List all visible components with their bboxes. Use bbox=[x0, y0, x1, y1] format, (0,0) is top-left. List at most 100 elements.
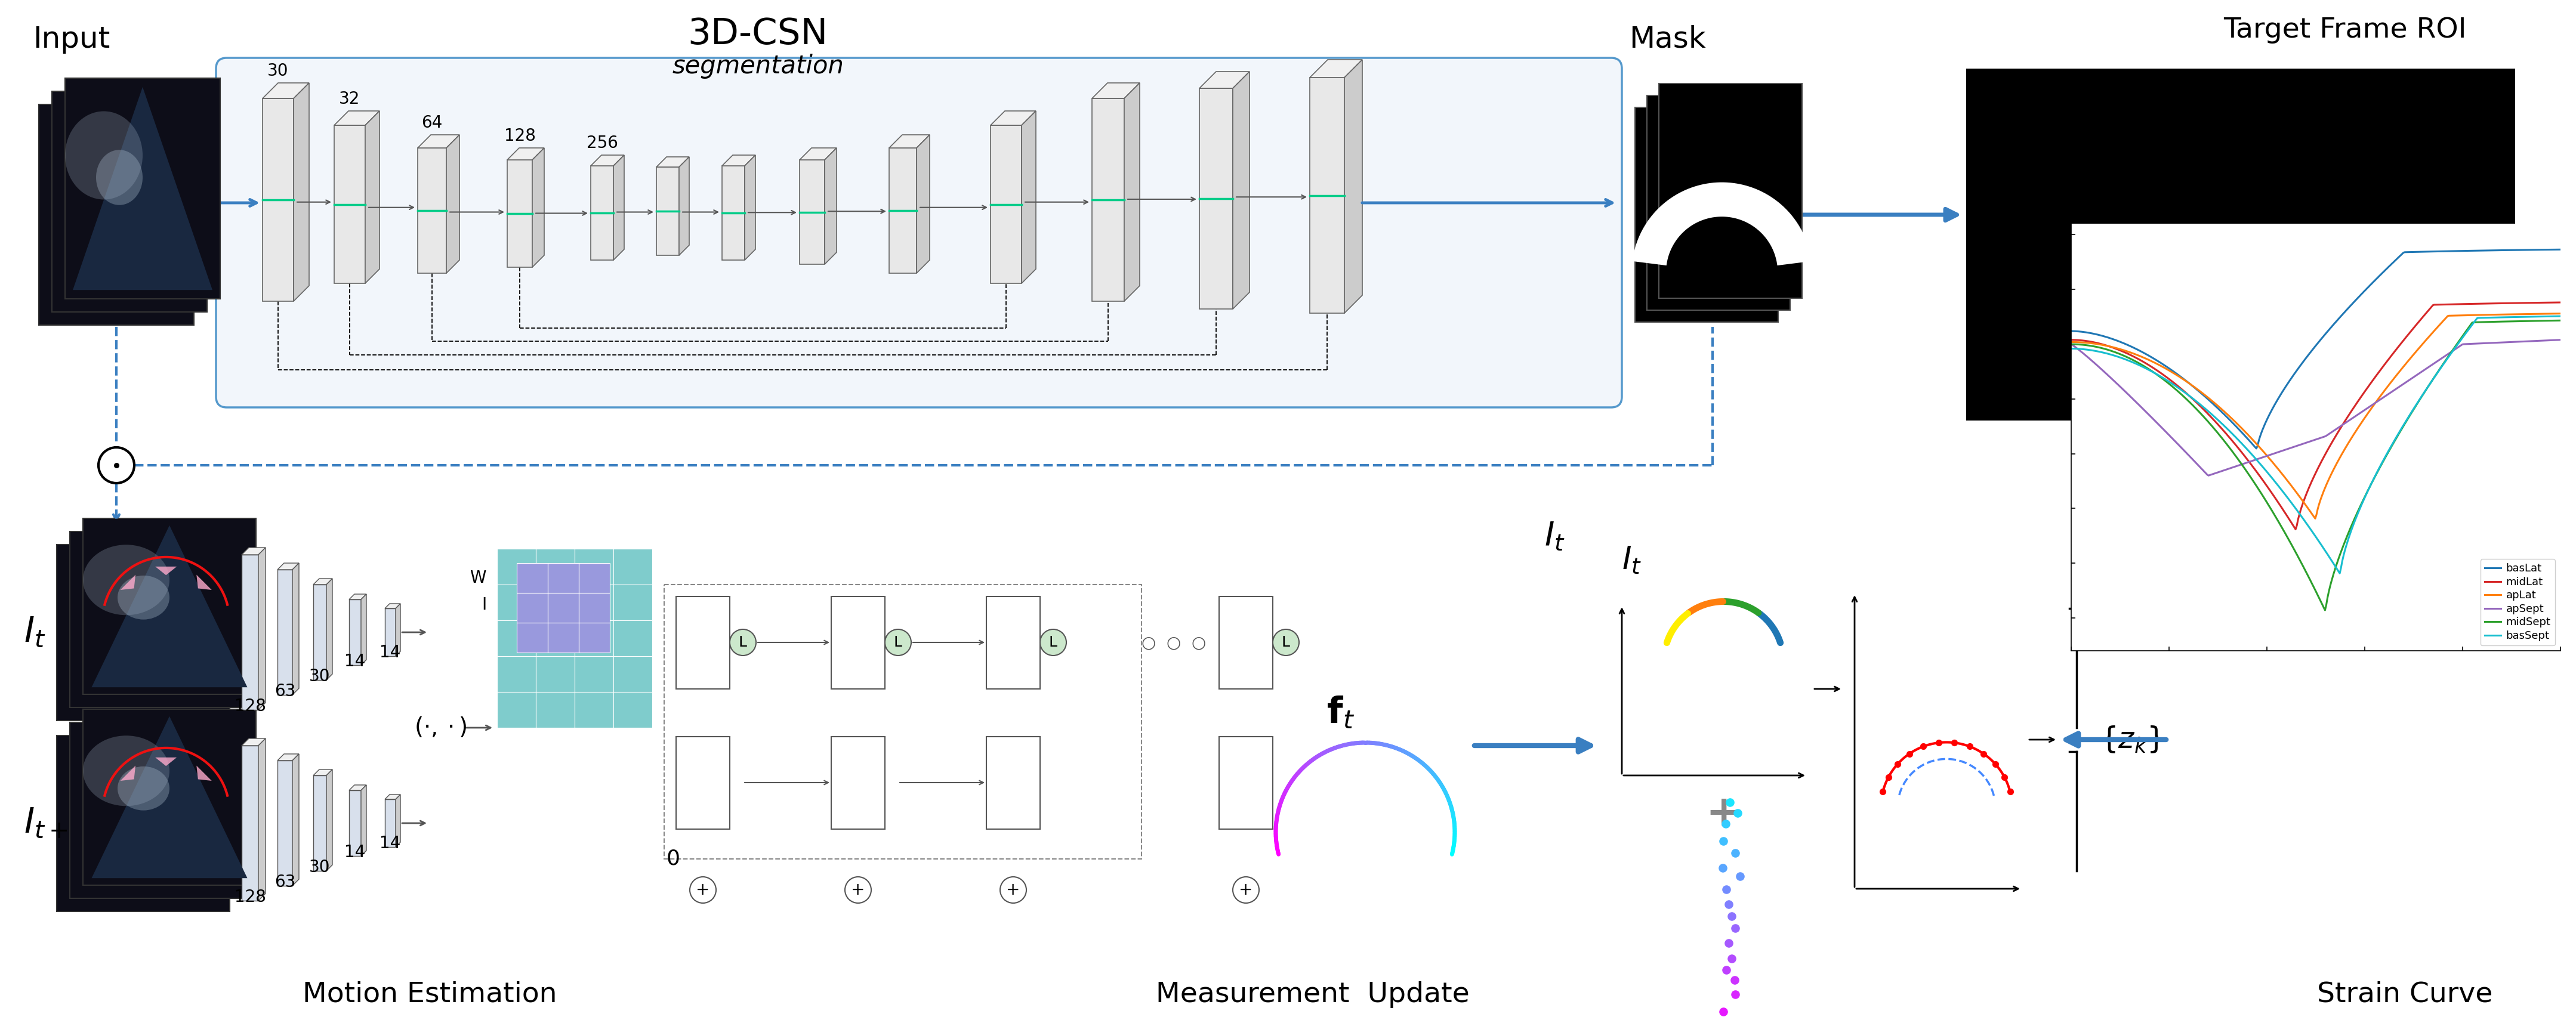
Point bbox=[1718, 804, 1759, 821]
Point bbox=[1984, 769, 2025, 785]
midSept bbox=[2311, 604, 2342, 616]
Bar bbox=[497, 549, 536, 585]
Polygon shape bbox=[1092, 99, 1123, 301]
Text: 63: 63 bbox=[276, 874, 296, 891]
Bar bbox=[1646, 96, 1790, 310]
Polygon shape bbox=[992, 111, 1036, 125]
Polygon shape bbox=[350, 594, 366, 599]
midLat bbox=[2249, 477, 2280, 489]
Polygon shape bbox=[1234, 71, 1249, 309]
Polygon shape bbox=[278, 563, 299, 570]
Point bbox=[1976, 756, 2017, 772]
Polygon shape bbox=[121, 575, 137, 590]
basSept bbox=[2324, 567, 2354, 580]
Text: $\mathbf{f}_t$: $\mathbf{f}_t$ bbox=[1327, 695, 1355, 730]
Point bbox=[1705, 881, 1747, 897]
Text: I: I bbox=[482, 597, 487, 613]
Text: 64: 64 bbox=[422, 115, 443, 131]
Polygon shape bbox=[314, 775, 327, 871]
apLat bbox=[2300, 513, 2331, 525]
Polygon shape bbox=[294, 83, 309, 301]
midSept bbox=[2411, 384, 2442, 397]
Polygon shape bbox=[992, 125, 1023, 284]
Polygon shape bbox=[278, 761, 294, 886]
Circle shape bbox=[98, 447, 134, 483]
Text: 14: 14 bbox=[379, 644, 402, 661]
Text: $\{ z_k \}$: $\{ z_k \}$ bbox=[2099, 724, 2164, 755]
Text: ○  ○  ○: ○ ○ ○ bbox=[1141, 634, 1206, 651]
Text: 63: 63 bbox=[276, 683, 296, 700]
Ellipse shape bbox=[64, 111, 142, 199]
Point bbox=[1878, 756, 1919, 772]
Bar bbox=[574, 549, 613, 585]
Polygon shape bbox=[242, 547, 265, 554]
Point bbox=[1716, 986, 1757, 1003]
Polygon shape bbox=[196, 766, 211, 781]
Polygon shape bbox=[258, 547, 265, 710]
Polygon shape bbox=[155, 758, 178, 766]
midSept bbox=[2215, 443, 2246, 456]
midLat bbox=[2280, 523, 2311, 535]
apSept bbox=[2411, 363, 2442, 375]
Bar bbox=[82, 709, 255, 885]
Text: Target Frame ROI: Target Frame ROI bbox=[2223, 16, 2468, 44]
Text: L: L bbox=[1283, 636, 1291, 650]
Text: W: W bbox=[469, 570, 487, 587]
Bar bbox=[515, 563, 549, 593]
Polygon shape bbox=[384, 799, 397, 847]
apSept bbox=[2115, 390, 2146, 402]
Polygon shape bbox=[294, 754, 299, 886]
Bar bbox=[536, 549, 574, 585]
Ellipse shape bbox=[118, 767, 170, 811]
Bar bbox=[832, 736, 886, 829]
Bar bbox=[574, 692, 613, 728]
midSept bbox=[2115, 353, 2146, 365]
Bar bbox=[70, 722, 242, 898]
apLat bbox=[2365, 391, 2396, 403]
Polygon shape bbox=[889, 135, 930, 147]
Bar bbox=[1218, 736, 1273, 829]
Polygon shape bbox=[361, 594, 366, 665]
Polygon shape bbox=[397, 794, 399, 847]
Bar bbox=[70, 532, 242, 708]
Point bbox=[1989, 783, 2030, 799]
Bar bbox=[39, 105, 193, 325]
Polygon shape bbox=[384, 794, 399, 799]
Polygon shape bbox=[121, 766, 137, 781]
Bar bbox=[536, 585, 574, 620]
midSept bbox=[2545, 314, 2576, 326]
Bar bbox=[665, 585, 1141, 859]
Text: Centerline Extraction: Centerline Extraction bbox=[2213, 441, 2476, 467]
Circle shape bbox=[690, 877, 716, 903]
Polygon shape bbox=[1309, 77, 1345, 313]
Bar bbox=[536, 656, 574, 692]
Polygon shape bbox=[366, 111, 379, 284]
Ellipse shape bbox=[118, 576, 170, 619]
midLat bbox=[2215, 432, 2246, 444]
Point bbox=[2187, 316, 2228, 333]
Bar bbox=[515, 593, 549, 622]
apSept bbox=[2192, 470, 2223, 482]
Bar bbox=[1965, 68, 2514, 420]
Polygon shape bbox=[242, 554, 258, 710]
Legend: basLat, midLat, apLat, apSept, midSept, basSept: basLat, midLat, apLat, apSept, midSept, … bbox=[2481, 559, 2555, 646]
Polygon shape bbox=[294, 563, 299, 695]
basLat bbox=[2056, 325, 2087, 338]
Bar bbox=[64, 78, 219, 299]
Polygon shape bbox=[446, 135, 459, 274]
midLat bbox=[2056, 334, 2087, 346]
Point bbox=[1705, 816, 1747, 832]
apSept bbox=[2251, 451, 2282, 463]
Bar bbox=[1636, 108, 1777, 322]
Text: 14: 14 bbox=[345, 653, 366, 670]
basLat bbox=[2251, 415, 2282, 427]
midLat bbox=[2414, 305, 2445, 317]
Polygon shape bbox=[744, 155, 755, 260]
apSept bbox=[2215, 462, 2246, 474]
Polygon shape bbox=[917, 135, 930, 274]
Bar bbox=[580, 622, 611, 653]
Polygon shape bbox=[350, 599, 361, 665]
Polygon shape bbox=[350, 790, 361, 856]
Polygon shape bbox=[350, 785, 366, 790]
Point bbox=[1935, 734, 1976, 751]
